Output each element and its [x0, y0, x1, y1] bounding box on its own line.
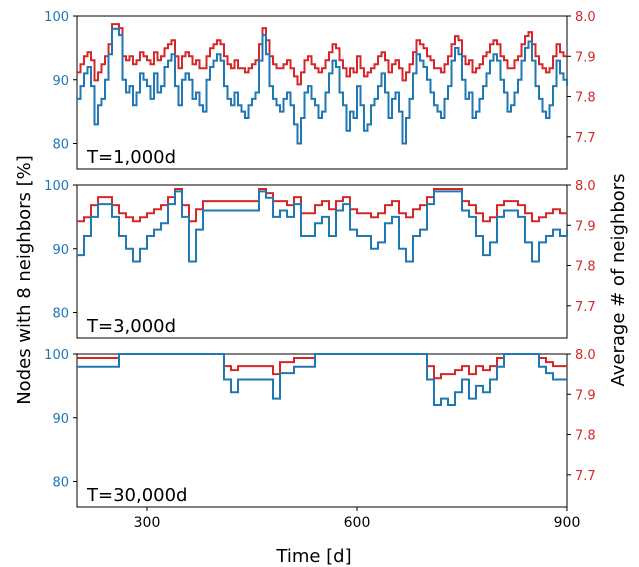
- y-right-tick-label: 7.8: [575, 429, 596, 444]
- y-right-tick-label: 7.8: [575, 91, 596, 106]
- panel-label: T=3,000d: [86, 316, 176, 337]
- y-axis-right-label: Average # of neighbors: [608, 173, 629, 386]
- y-left-tick-label: 100: [44, 10, 69, 25]
- panel-2: 80 90 100 7.7 7.8 7.9 8.0 T=3,000d: [44, 179, 596, 339]
- y-left-tick-label: 90: [52, 74, 69, 89]
- series-line-left: [77, 190, 568, 263]
- plot-frame: [76, 15, 568, 170]
- y-left-tick-label: 80: [52, 307, 69, 322]
- x-tick-label: 300: [134, 515, 161, 531]
- y-left-tick-label: 80: [52, 138, 69, 153]
- y-right-tick-label: 7.9: [575, 388, 596, 403]
- y-right-tick-label: 7.8: [575, 260, 596, 275]
- panels-group: 80 90 100 7.7 7.8 7.9 8.0 T=1,000d 80 90 100 7.7 7.8…: [44, 10, 596, 508]
- series-line-left: [77, 353, 567, 406]
- panel-label: T=1,000d: [86, 147, 176, 168]
- y-right-tick-label: 7.9: [575, 50, 596, 65]
- y-axis-left-label: Nodes with 8 neighbors [%]: [14, 155, 35, 405]
- x-axis: 300 600 900: [134, 507, 581, 531]
- y-left-tick-label: 100: [44, 348, 69, 363]
- y-right-tick-label: 7.7: [575, 300, 596, 315]
- y-left-tick-label: 80: [52, 476, 69, 491]
- panel-1: 80 90 100 7.7 7.8 7.9 8.0 T=1,000d: [44, 10, 596, 170]
- y-left-tick-label: 90: [52, 412, 69, 427]
- panel-3: 80 90 100 7.7 7.8 7.9 8.0 T=30,000d: [44, 348, 596, 508]
- x-tick-label: 600: [344, 515, 371, 531]
- y-left-tick-label: 100: [44, 179, 69, 194]
- y-right-tick-label: 8.0: [575, 179, 596, 194]
- x-tick-label: 900: [554, 515, 581, 531]
- series-line-left: [77, 27, 568, 145]
- x-axis-label: Time [d]: [275, 546, 351, 567]
- y-right-tick-label: 8.0: [575, 10, 596, 25]
- series-line-right: [77, 353, 567, 380]
- y-right-tick-label: 7.7: [575, 131, 596, 146]
- plot-frame: [76, 184, 568, 339]
- series-line-right: [77, 23, 567, 86]
- panel-label: T=30,000d: [86, 485, 188, 506]
- y-left-tick-label: 90: [52, 243, 69, 258]
- y-right-tick-label: 7.7: [575, 469, 596, 484]
- y-right-tick-label: 8.0: [575, 348, 596, 363]
- series-line-right: [77, 188, 567, 223]
- y-right-tick-label: 7.9: [575, 219, 596, 234]
